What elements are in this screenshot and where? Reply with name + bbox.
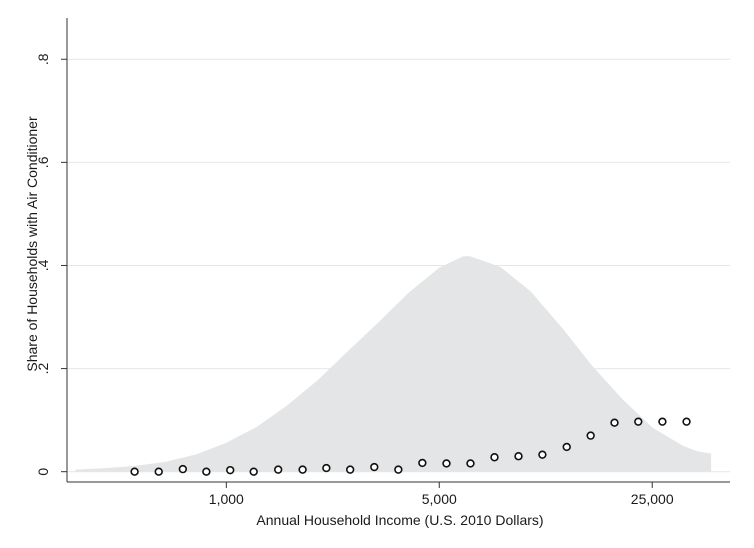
data-point-4 — [226, 465, 235, 475]
x-tick-label-1: 5,000 — [422, 491, 457, 507]
data-point-6 — [273, 465, 283, 474]
data-point-3 — [202, 467, 211, 476]
data-point-0 — [130, 467, 139, 476]
data-point-23 — [682, 417, 691, 426]
data-point-10 — [370, 462, 379, 472]
data-point-5 — [249, 467, 258, 476]
y-axis-title: Share of Households with Air Conditioner — [24, 116, 40, 372]
y-tick-label-3: .6 — [35, 156, 51, 168]
x-axis-title: Annual Household Income (U.S. 2010 Dolla… — [256, 512, 543, 528]
data-point-11 — [394, 465, 403, 474]
data-point-18 — [562, 442, 571, 452]
data-point-13 — [442, 459, 451, 468]
income-density-area — [75, 256, 712, 472]
x-tick-label-0: 1,000 — [209, 491, 244, 507]
data-point-15 — [490, 453, 499, 462]
x-tick-label-2: 25,000 — [631, 491, 674, 507]
x-axis-ticks: 1,000 5,000 25,000 — [209, 482, 674, 507]
y-tick-label-4: .8 — [35, 53, 51, 65]
data-points — [130, 417, 691, 476]
y-tick-label-2: .4 — [35, 259, 51, 271]
y-tick-label-1: .2 — [35, 363, 51, 375]
data-point-21 — [634, 417, 643, 426]
data-point-17 — [538, 450, 547, 459]
data-point-9 — [345, 465, 355, 474]
data-point-16 — [514, 452, 523, 461]
y-tick-label-0: 0 — [35, 468, 51, 476]
data-point-14 — [466, 459, 475, 468]
y-axis-ticks: 0 .2 .4 .6 .8 — [35, 53, 67, 476]
data-point-7 — [298, 465, 307, 474]
data-point-19 — [586, 431, 595, 440]
data-point-12 — [418, 458, 427, 468]
data-point-20 — [610, 418, 619, 427]
data-point-22 — [658, 417, 667, 426]
data-point-1 — [154, 467, 163, 476]
data-point-8 — [322, 463, 331, 473]
data-point-2 — [178, 464, 188, 474]
